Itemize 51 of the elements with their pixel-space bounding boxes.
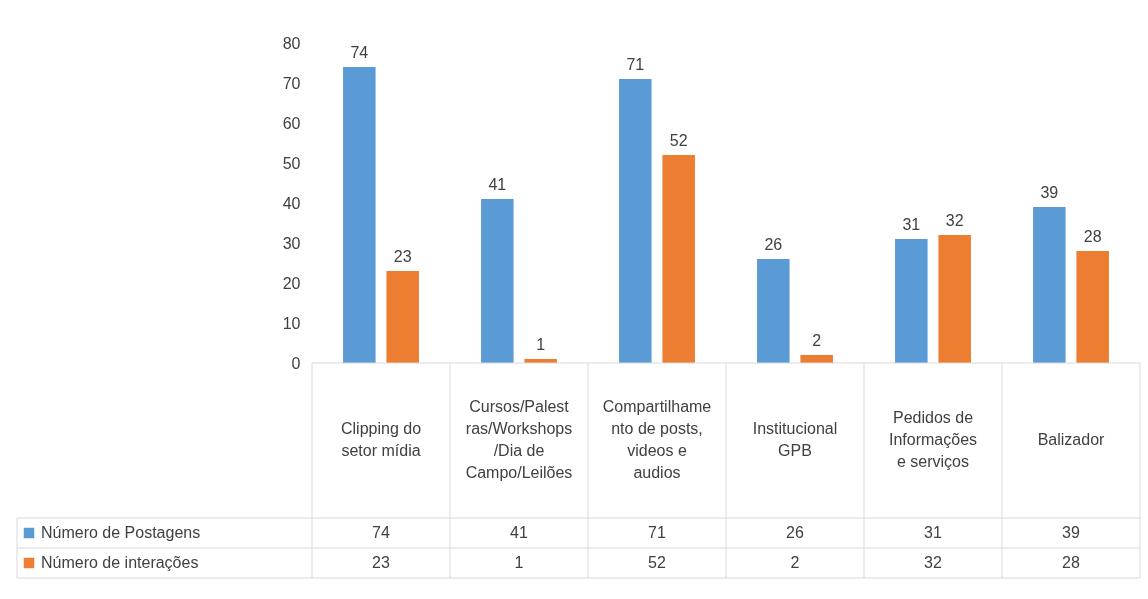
y-tick-label: 60: [282, 114, 301, 132]
bar: [1076, 251, 1109, 363]
x-tick-label: Compartilhamento de posts, videos e audios: [602, 398, 712, 481]
data-label: 1: [514, 554, 524, 571]
data-label: 2: [790, 554, 800, 571]
text: 71: [626, 56, 645, 73]
text: 23: [393, 248, 412, 265]
x-tick-label: Cursos/Palestras/Workshops/Dia de Campo/Leilões: [465, 398, 573, 481]
y-tick-label: 0: [291, 354, 301, 372]
text: 2: [812, 332, 822, 349]
text: 32: [945, 212, 964, 229]
data-label: 71: [648, 524, 666, 541]
data-label: 52: [648, 554, 666, 571]
text: 31: [902, 216, 921, 233]
legend-label: Número de Postagens: [41, 524, 201, 541]
bar: [757, 259, 790, 363]
y-tick-label: 20: [282, 274, 301, 292]
text: 1: [536, 336, 546, 353]
data-label: 28: [1062, 554, 1080, 571]
text: 41: [488, 176, 507, 193]
y-tick-label: 30: [282, 234, 301, 252]
bar: [938, 235, 971, 363]
bar: [481, 199, 514, 363]
y-tick-label: 40: [282, 194, 301, 212]
data-label: 26: [786, 524, 804, 541]
data-label: 39: [1062, 524, 1080, 541]
bar: [386, 271, 419, 363]
bar: [1033, 207, 1066, 363]
x-tick-label: Institucional GPB: [752, 420, 838, 459]
text: 52: [669, 132, 688, 149]
data-label: 23: [372, 554, 390, 571]
x-tick-label: Pedidos de Informações e serviços: [888, 409, 978, 470]
y-tick-label: 50: [282, 154, 301, 172]
text: 74: [350, 44, 369, 61]
y-tick-label: 80: [282, 34, 301, 52]
legend-label: Número de interações: [41, 554, 199, 571]
y-tick-label: 70: [282, 74, 301, 92]
bar: [895, 239, 928, 363]
data-label: 41: [510, 524, 528, 541]
text: 26: [764, 236, 783, 253]
bar: [343, 67, 376, 363]
text: 28: [1083, 228, 1102, 245]
data-label: 74: [372, 524, 390, 541]
data-label: 31: [924, 524, 942, 541]
bar: [619, 79, 652, 363]
text: 39: [1040, 184, 1059, 201]
x-tick-label: Balizador: [1037, 431, 1106, 448]
x-tick-label: Clipping do setor mídia: [340, 420, 422, 459]
bar: [662, 155, 695, 363]
data-label: 32: [924, 554, 942, 571]
y-tick-label: 10: [282, 314, 301, 332]
